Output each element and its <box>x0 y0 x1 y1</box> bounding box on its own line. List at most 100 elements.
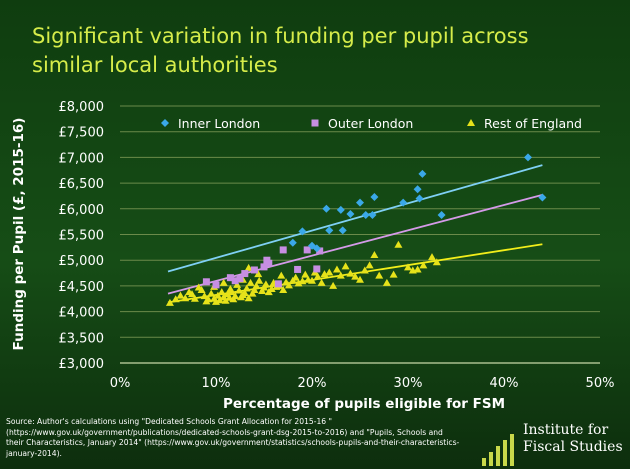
data-point <box>217 288 226 296</box>
data-point <box>212 281 220 289</box>
data-point <box>200 292 209 300</box>
data-point <box>346 269 355 277</box>
data-point <box>279 246 287 254</box>
data-point <box>231 277 239 285</box>
data-point <box>254 270 263 278</box>
logo-text: Institute for Fiscal Studies <box>523 422 623 456</box>
data-point <box>322 204 331 213</box>
data-point <box>261 280 270 288</box>
data-point <box>188 290 196 298</box>
data-point <box>204 295 213 303</box>
data-point <box>370 251 379 259</box>
data-point <box>325 268 334 276</box>
y-tick-label: £8,000 <box>59 100 105 115</box>
data-point <box>197 286 206 294</box>
data-point <box>329 281 338 289</box>
data-point <box>274 280 282 288</box>
data-point <box>524 153 532 162</box>
data-point <box>255 276 264 284</box>
data-point <box>294 279 303 287</box>
legend-marker-icon <box>467 119 475 126</box>
data-point <box>241 270 249 278</box>
data-point <box>258 287 267 295</box>
data-point <box>361 210 370 219</box>
data-point <box>341 262 350 270</box>
data-point <box>382 278 391 286</box>
data-point <box>356 198 364 207</box>
data-point <box>365 261 374 269</box>
data-point <box>316 247 324 255</box>
data-point <box>394 240 403 248</box>
x-tick-label: 50% <box>586 376 615 391</box>
logo-bar-icon <box>482 458 486 466</box>
x-axis-label: Percentage of pupils eligible for FSM <box>223 396 505 412</box>
x-tick-label: 30% <box>394 376 423 391</box>
logo-bar-icon <box>496 446 500 466</box>
y-tick-label: £7,500 <box>59 126 105 141</box>
data-point <box>308 276 316 284</box>
logo-bar-icon <box>510 434 514 466</box>
y-tick-label: £4,000 <box>59 306 105 321</box>
x-tick-label: 0% <box>110 376 131 391</box>
data-point <box>235 286 244 294</box>
data-point <box>171 295 180 303</box>
y-axis-ticks: £3,000 £3,500 £4,000 £4,500 £5,000 £5,500 £6,0… <box>59 100 105 372</box>
data-point <box>291 273 300 281</box>
data-point <box>317 278 326 286</box>
legend-marker-icon <box>161 119 169 127</box>
data-point <box>375 271 384 279</box>
data-point <box>279 286 288 294</box>
data-point <box>432 258 441 266</box>
y-tick-label: £4,500 <box>59 280 105 295</box>
data-point <box>415 194 424 203</box>
data-point <box>351 272 360 280</box>
trend-line <box>167 164 543 273</box>
data-point <box>418 169 427 178</box>
data-point <box>419 261 428 269</box>
data-point <box>277 271 286 279</box>
data-point <box>428 253 436 261</box>
data-point <box>221 296 230 304</box>
ifs-logo: Institute for Fiscal Studies <box>478 422 628 466</box>
legend-label: Rest of England <box>484 116 582 131</box>
y-tick-label: £3,500 <box>59 331 105 346</box>
x-tick-label: 40% <box>490 376 519 391</box>
data-point <box>338 226 347 235</box>
data-point <box>389 270 398 278</box>
data-point <box>437 210 446 219</box>
data-point <box>288 238 297 247</box>
data-point <box>301 270 310 278</box>
data-point <box>399 198 408 207</box>
x-tick-label: 20% <box>298 376 327 391</box>
data-point <box>240 289 249 297</box>
y-tick-label: £3,000 <box>59 357 105 372</box>
data-point <box>368 210 377 219</box>
data-point <box>298 227 307 236</box>
data-point <box>360 266 369 274</box>
data-point <box>413 265 422 273</box>
y-tick-label: £6,500 <box>59 177 105 192</box>
data-point <box>263 256 271 264</box>
data-point <box>413 185 422 194</box>
data-point <box>215 296 224 304</box>
data-point <box>313 265 321 273</box>
data-point <box>312 244 321 253</box>
data-point <box>165 298 174 306</box>
y-tick-label: £5,000 <box>59 254 105 269</box>
x-axis-ticks: 0% 10% 20% 30% 40% 50% <box>110 376 615 391</box>
source-note: Source: Author's calculations using "Ded… <box>6 417 460 458</box>
y-tick-label: £7,000 <box>59 151 105 166</box>
data-point <box>231 292 240 300</box>
data-point <box>190 294 199 302</box>
data-point <box>267 284 276 292</box>
data-point <box>242 284 251 292</box>
data-point <box>219 278 228 286</box>
data-point <box>176 291 185 299</box>
y-tick-label: £5,500 <box>59 229 105 244</box>
data-point <box>244 294 253 302</box>
data-point <box>303 246 311 254</box>
data-point <box>248 289 257 297</box>
data-point <box>252 281 261 289</box>
data-point <box>236 275 244 283</box>
data-point <box>250 286 259 294</box>
